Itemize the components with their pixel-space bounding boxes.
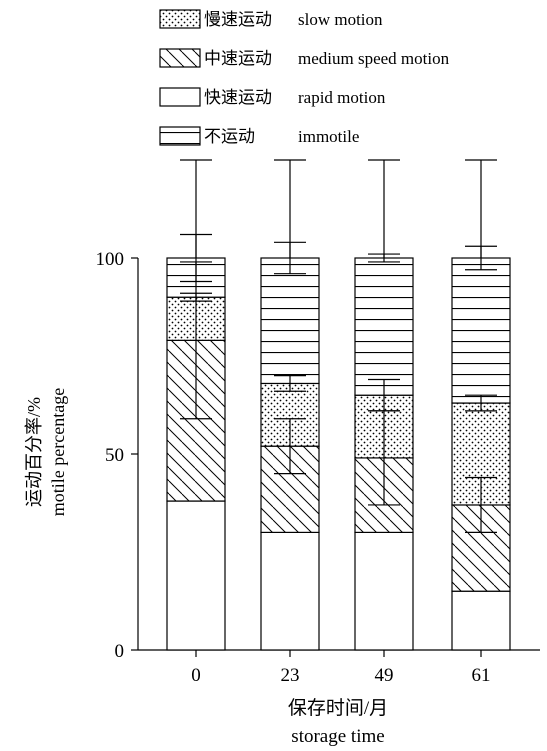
legend-swatch-immotile (159, 126, 201, 146)
legend-swatch-slow (159, 9, 201, 29)
legend-label-zh-immotile: 不运动 (204, 127, 255, 146)
x-axis-label-en: storage time (291, 726, 384, 747)
x-axis-title: 保存时间/月 storage time (288, 697, 388, 747)
y-ticks: 0 50 100 (96, 249, 138, 662)
legend-label-zh-rapid: 快速运动 (204, 88, 272, 107)
y-tick-label: 100 (96, 249, 125, 270)
x-axis-label-zh: 保存时间/月 (288, 697, 388, 719)
legend-label-zh-slow: 慢速运动 (204, 9, 272, 29)
legend: 慢速运动 slow motion 中速运动 medium speed motion 快速… (159, 9, 450, 146)
bar-immotile-23 (260, 257, 320, 385)
y-axis-label-zh: 运动百分率/% (24, 397, 44, 507)
error-bars (180, 159, 497, 534)
x-ticks: 0 23 49 61 (191, 650, 491, 686)
bar-rapid-0 (166, 500, 226, 651)
bars (166, 257, 511, 651)
x-tick-label: 49 (375, 665, 394, 686)
y-axis-title: 运动百分率/% motile percentage (24, 388, 68, 516)
legend-label-en-immotile: immotile (298, 127, 359, 146)
x-tick-label: 0 (191, 665, 201, 686)
legend-label-zh-medium: 中速运动 (204, 49, 272, 68)
bar-rapid-23 (260, 531, 320, 651)
legend-label-en-slow: slow motion (298, 10, 383, 29)
bar-immotile-49 (354, 257, 414, 396)
bar-immotile-61 (451, 257, 511, 404)
legend-swatch-rapid (159, 87, 201, 107)
y-tick-label: 0 (115, 641, 125, 662)
y-axis-label-en: motile percentage (48, 388, 68, 516)
y-tick-label: 50 (105, 445, 124, 466)
legend-swatch-medium (159, 48, 201, 68)
bar-rapid-49 (354, 531, 414, 651)
legend-label-en-medium: medium speed motion (298, 49, 450, 68)
x-tick-label: 23 (281, 665, 300, 686)
legend-label-en-rapid: rapid motion (298, 88, 386, 107)
bar-rapid-61 (451, 590, 511, 651)
x-tick-label: 61 (472, 665, 491, 686)
